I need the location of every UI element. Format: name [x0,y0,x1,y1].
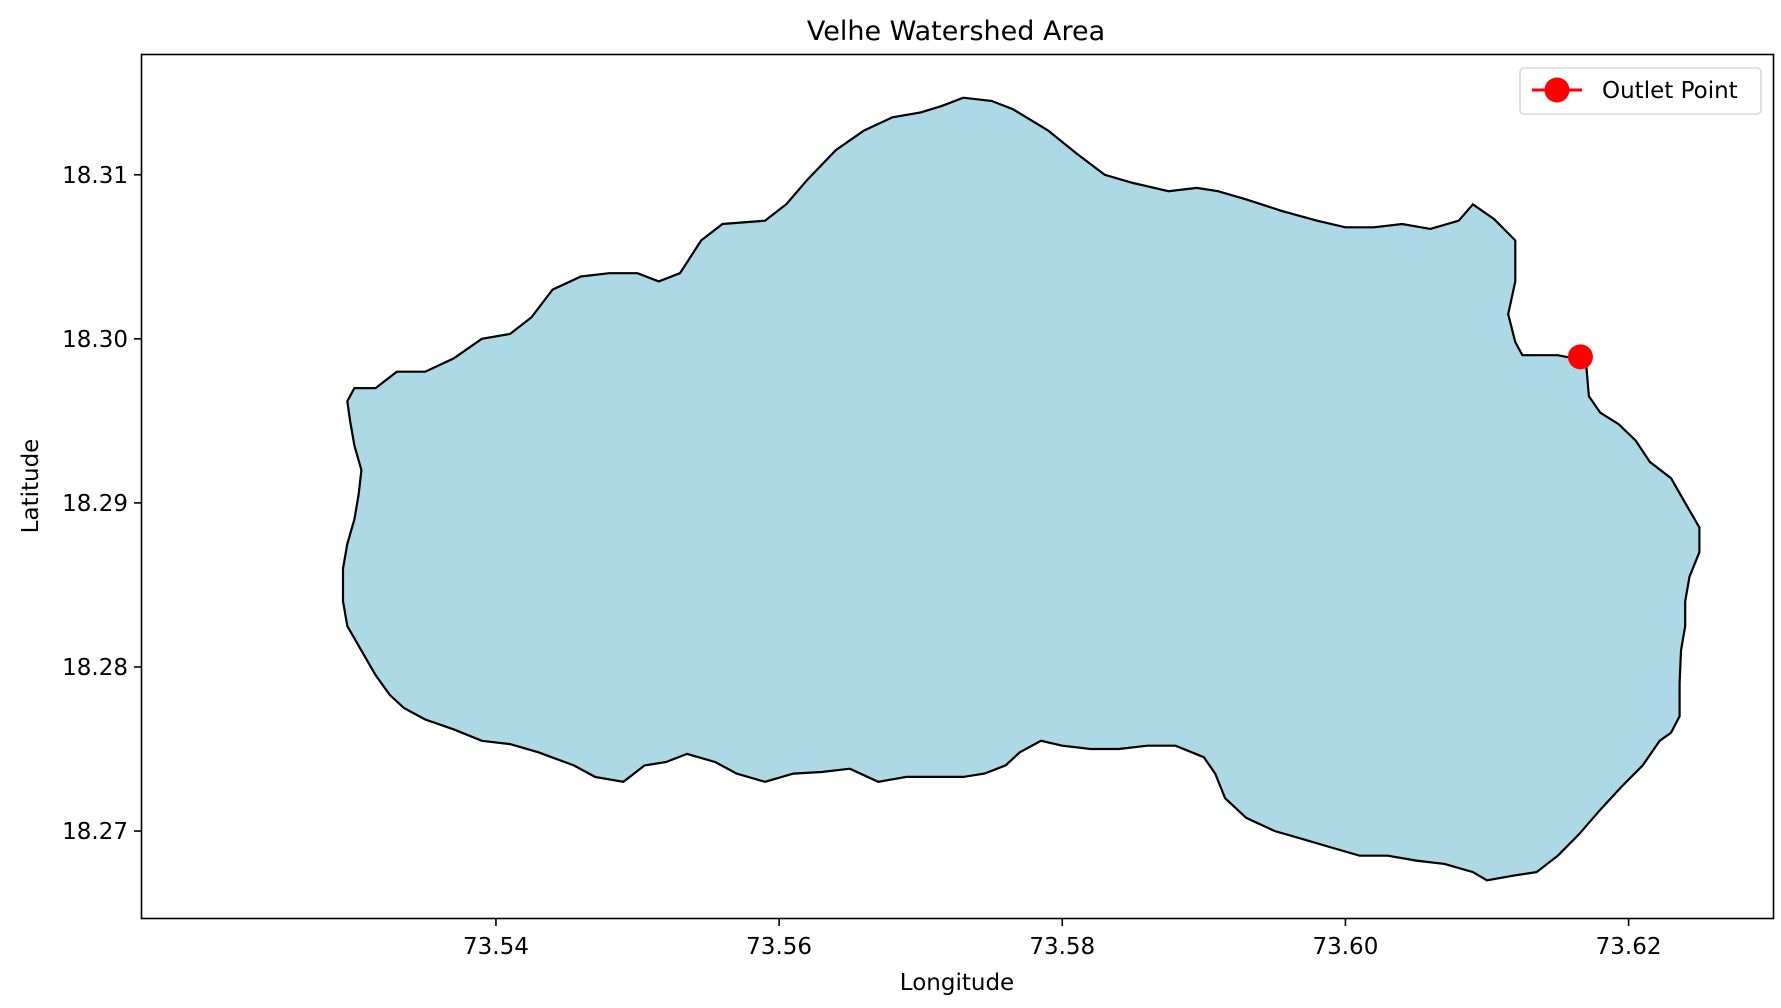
y-axis-ticks: 18.27 18.28 18.29 18.30 18.31 [62,163,142,845]
x-tick-label: 73.56 [746,934,812,960]
plot-area [341,96,1701,882]
chart-title: Velhe Watershed Area [807,16,1105,47]
y-tick-label: 18.30 [62,327,128,353]
legend-frame [1519,67,1762,115]
y-tick-label: 18.29 [62,491,128,517]
legend-label-outlet-point: Outlet Point [1602,78,1738,104]
x-tick-label: 73.62 [1596,934,1662,960]
legend: Outlet Point [1519,67,1762,115]
x-axis-ticks: 73.54 73.56 73.58 73.60 73.62 [463,918,1662,960]
x-tick-label: 73.54 [463,934,529,960]
x-tick-label: 73.58 [1029,934,1095,960]
y-tick-label: 18.31 [62,163,128,189]
y-tick-label: 18.28 [62,655,128,681]
outlet-point-marker [1567,344,1593,370]
x-axis-label: Longitude [900,970,1014,996]
legend-marker-swatch [1544,77,1570,103]
y-tick-label: 18.27 [62,819,128,845]
axes-frame [140,53,1775,920]
watershed-polygon [341,96,1701,882]
x-tick-label: 73.60 [1312,934,1378,960]
y-axis-label: Latitude [18,439,44,534]
